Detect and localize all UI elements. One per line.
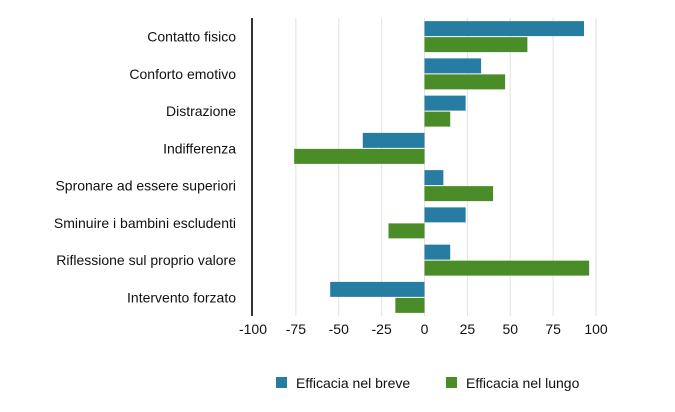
category-label: Distrazione [166,103,236,119]
bar-lungo [395,297,425,313]
bar-breve [424,58,482,74]
category-label: Contatto fisico [147,29,236,45]
bar-lungo [294,148,425,164]
category-labels: Contatto fisico Conforto emotivo Distrazio… [54,29,236,306]
legend-swatch [446,377,457,388]
x-tick-label: 100 [584,321,608,337]
category-label: Conforto emotivo [129,66,236,82]
legend-swatch [276,377,287,388]
bars [294,21,590,313]
x-tick-label: -100 [239,321,267,337]
x-tick-label: 75 [545,321,561,337]
category-label: Spronare ad essere superiori [55,178,236,194]
x-tick-label: -25 [372,321,392,337]
bar-lungo [424,260,590,276]
legend-label: Efficacia nel breve [296,375,410,391]
legend-label: Efficacia nel lungo [466,375,580,391]
bar-lungo [424,111,451,127]
bar-breve [362,132,425,148]
bar-breve [424,207,466,223]
bar-lungo [388,223,425,239]
category-label: Riflessione sul proprio valore [56,252,236,268]
bar-breve [424,21,584,37]
category-label: Indifferenza [163,140,236,156]
x-tick-label: 50 [502,321,518,337]
x-tick-labels: -100 -75 -50 -25 0 25 50 75 100 [239,321,608,337]
x-tick-label: 25 [460,321,476,337]
bar-breve [330,281,425,297]
x-tick-label: 0 [421,321,429,337]
bar-breve [424,95,466,111]
bar-lungo [424,37,528,53]
x-tick-label: -50 [329,321,349,337]
bar-breve [424,244,451,260]
legend: Efficacia nel breve Efficacia nel lungo [276,375,580,391]
x-tick-label: -75 [286,321,306,337]
bar-breve [424,170,444,186]
category-label: Intervento forzato [127,289,236,305]
category-label: Sminuire i bambini escludenti [54,215,236,231]
bar-lungo [424,186,494,202]
bar-lungo [424,74,506,90]
